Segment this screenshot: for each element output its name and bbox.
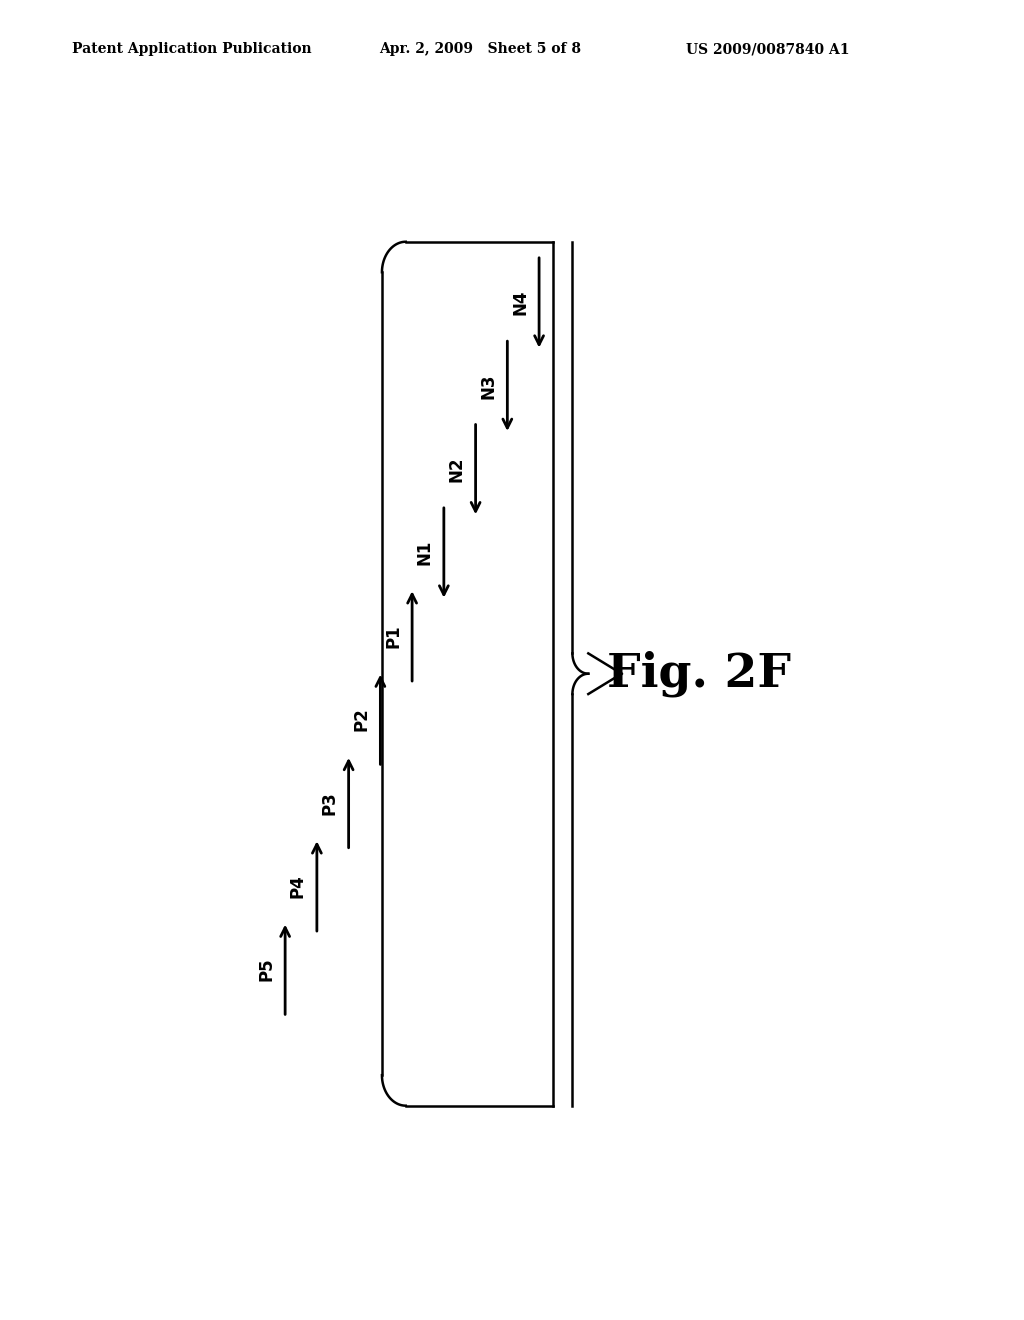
Text: P3: P3: [321, 791, 339, 814]
Text: Fig. 2F: Fig. 2F: [607, 651, 792, 697]
Text: N2: N2: [447, 457, 466, 482]
Text: Apr. 2, 2009   Sheet 5 of 8: Apr. 2, 2009 Sheet 5 of 8: [379, 42, 581, 57]
Text: P4: P4: [289, 874, 307, 898]
Text: US 2009/0087840 A1: US 2009/0087840 A1: [686, 42, 850, 57]
Text: Patent Application Publication: Patent Application Publication: [72, 42, 311, 57]
Text: P2: P2: [352, 708, 371, 731]
Text: P1: P1: [384, 624, 402, 648]
Text: N3: N3: [479, 374, 498, 399]
Text: P5: P5: [257, 958, 275, 981]
Text: N1: N1: [416, 540, 434, 565]
Text: N4: N4: [511, 290, 529, 315]
